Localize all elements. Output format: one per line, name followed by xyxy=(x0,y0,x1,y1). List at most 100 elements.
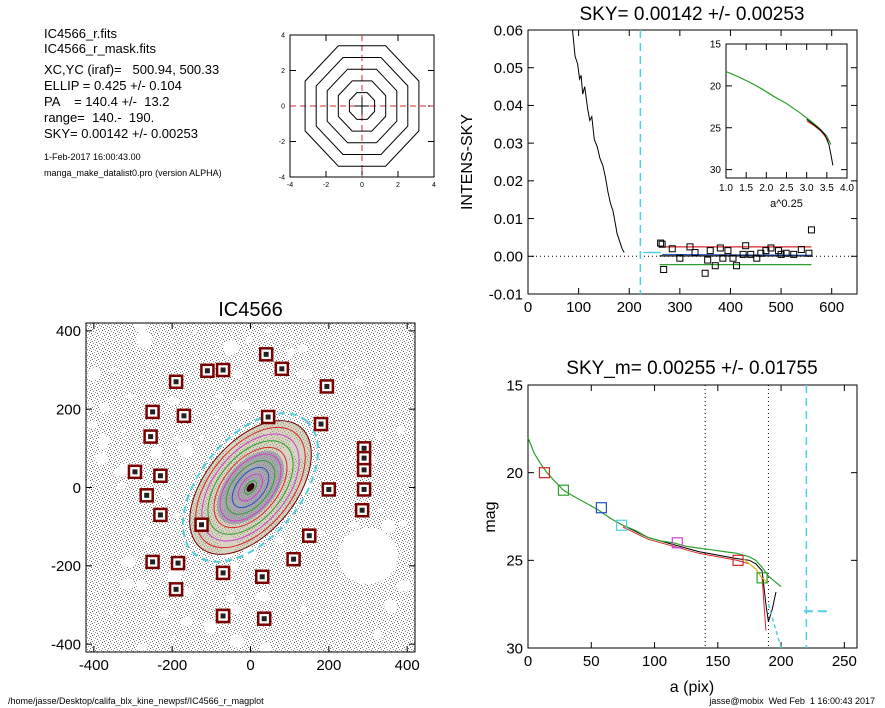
intens-sky-square xyxy=(701,269,709,277)
mag-ylabel: mag xyxy=(482,501,499,532)
map-mask-blob xyxy=(382,519,396,534)
contour-ytick-label: 0 xyxy=(281,103,285,110)
map-mask-blob xyxy=(384,599,398,613)
mag-xtick-label: 0 xyxy=(524,653,532,670)
mag-marker xyxy=(595,502,607,514)
intens-title: SKY= 0.00142 +/- 0.00253 xyxy=(579,4,804,25)
contour-level xyxy=(315,57,409,155)
intens-sky-square xyxy=(658,240,666,248)
map-mask-blob xyxy=(136,330,152,349)
contour-ytick-label: 4 xyxy=(281,32,285,39)
map-isophote xyxy=(219,453,282,522)
map-ytick-label: 0 xyxy=(73,480,81,497)
map-masked-star-core xyxy=(144,492,150,498)
intens-sky-square xyxy=(668,245,676,253)
intens-sky-square xyxy=(691,249,699,257)
map-xtick-label: 200 xyxy=(316,657,341,674)
map-masked-star-core xyxy=(157,473,163,479)
intens-xtick-label: 300 xyxy=(667,299,692,316)
map-mask-blob xyxy=(126,393,136,400)
map-mask-blob xyxy=(299,605,307,613)
map-ytick-label: 400 xyxy=(56,323,81,340)
map-isophote xyxy=(207,440,294,535)
map-masked-star-core xyxy=(259,574,265,580)
intens-xtick-label: 600 xyxy=(819,299,844,316)
intens-profile-line xyxy=(572,29,625,253)
mag-marker xyxy=(557,484,570,496)
intens-sky-square xyxy=(797,245,805,253)
map-mask-blob xyxy=(116,483,126,490)
map-masked-star-core xyxy=(261,616,267,622)
map-mask-blob xyxy=(399,490,404,495)
mag-marker xyxy=(756,572,768,584)
map-isophote xyxy=(189,420,312,555)
map-masked-star-core xyxy=(326,486,332,492)
map-mask-blob xyxy=(113,468,127,477)
intens-sky-square xyxy=(686,243,694,251)
map-masked-star-core xyxy=(361,445,367,451)
mag-yellow-line xyxy=(742,558,769,584)
map-mask-blob xyxy=(120,428,126,434)
map-mask-blob xyxy=(99,402,110,413)
map-mask-blob xyxy=(174,512,180,519)
intens-ytick-label: 0.00 xyxy=(494,249,523,266)
map-masked-star-core xyxy=(265,414,271,420)
mag-marker xyxy=(732,554,744,566)
intens-sky-square xyxy=(777,250,785,258)
intens-ytick-label: 0.06 xyxy=(494,22,523,39)
psf-contour-panel: -4 -2 0 2 4 -4 -2 0 2 4 xyxy=(279,32,436,189)
inset-xtick-label: 2.5 xyxy=(780,183,794,194)
header-program: manga_make_datalist0.pro (version ALPHA) xyxy=(44,168,222,178)
map-masked-star-core xyxy=(306,533,312,539)
map-mask-blob xyxy=(225,594,236,603)
intens-xtick-label: 100 xyxy=(566,299,591,316)
image-map-panel: -400 -200 0 200 400 -400 -200 0 200 400 IC4566 xyxy=(51,299,420,674)
map-mask-blob xyxy=(377,508,383,512)
mag-xtick-label: 50 xyxy=(583,653,600,670)
inset-panel: 1.0 1.5 2.0 2.5 3.0 3.5 4.0 15 20 25 30 a^0.25 xyxy=(710,40,855,211)
map-masked-star-core xyxy=(361,486,367,492)
contour-xtick-label: 4 xyxy=(432,182,436,189)
map-mask-blob xyxy=(86,480,91,487)
intens-ytick-label: 0.03 xyxy=(494,135,523,152)
mag-xtick-label: 150 xyxy=(705,653,730,670)
map-masked-star-core xyxy=(220,613,226,619)
inset-ytick-label: 20 xyxy=(710,81,722,92)
contour-xtick-label: 2 xyxy=(396,182,400,189)
map-mask-blob xyxy=(203,619,217,634)
contour-level xyxy=(348,92,376,120)
intens-ytick-label: 0.01 xyxy=(494,211,523,228)
mag-marker xyxy=(538,467,551,479)
map-isophote xyxy=(237,473,264,502)
map-masked-star-core xyxy=(291,556,297,562)
intens-sky-square xyxy=(807,226,815,234)
intens-xtick-label: 200 xyxy=(617,299,642,316)
map-masked-star-core xyxy=(173,379,179,385)
map-mask-blob xyxy=(229,604,239,611)
map-mask-blob xyxy=(274,537,284,544)
map-mask-blob xyxy=(223,340,239,356)
map-ytick-label: 200 xyxy=(56,401,81,418)
intens-ylabel: INTENS-SKY xyxy=(459,114,476,210)
map-isophote xyxy=(195,426,306,549)
map-isophote xyxy=(225,460,276,515)
mag-xtick-label: 200 xyxy=(769,653,794,670)
map-mask-blob xyxy=(139,333,144,337)
mag-ytick-label: 30 xyxy=(506,640,523,657)
map-mask-blob xyxy=(177,442,193,458)
header-line-ellip: ELLIP = 0.425 +/- 0.104 xyxy=(44,78,182,93)
map-mask-blob xyxy=(214,393,224,400)
map-masked-star-core xyxy=(150,409,156,415)
mag-red-line xyxy=(622,526,767,631)
intens-ytick-label: 0.02 xyxy=(494,173,523,190)
map-xtick-label: -200 xyxy=(157,657,187,674)
map-mask-blob xyxy=(172,436,181,442)
map-masked-star-core xyxy=(181,413,187,419)
map-mask-blob xyxy=(166,396,180,406)
map-mask-blob xyxy=(160,490,172,499)
intens-sky-square xyxy=(747,250,755,258)
contour-xtick-label: 0 xyxy=(360,182,364,189)
inset-ytick-label: 15 xyxy=(710,40,722,51)
header-line-pa: PA = 140.4 +/- 13.2 xyxy=(44,94,170,109)
map-mask-blob xyxy=(374,433,382,439)
